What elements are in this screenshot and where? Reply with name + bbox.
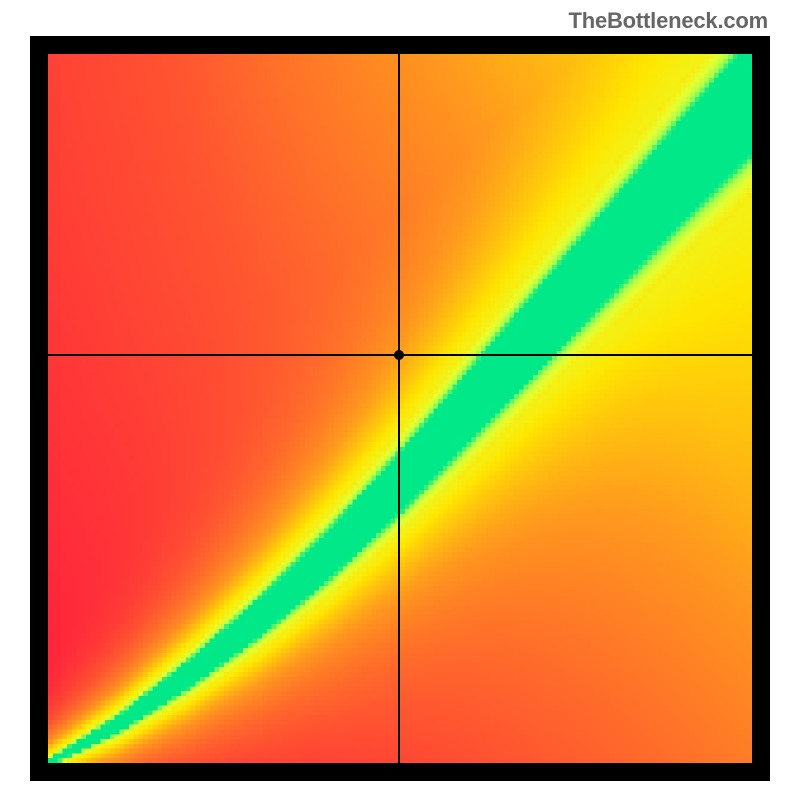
plot-border-bottom: [30, 763, 770, 781]
bottleneck-heatmap: [48, 54, 752, 763]
plot-border-right: [752, 36, 770, 781]
watermark-label: TheBottleneck.com: [568, 8, 768, 34]
crosshair-vertical: [398, 54, 400, 763]
plot-border-left: [30, 36, 48, 781]
crosshair-marker: [394, 350, 404, 360]
plot-border-top: [30, 36, 770, 54]
chart-container: TheBottleneck.com: [0, 0, 800, 800]
